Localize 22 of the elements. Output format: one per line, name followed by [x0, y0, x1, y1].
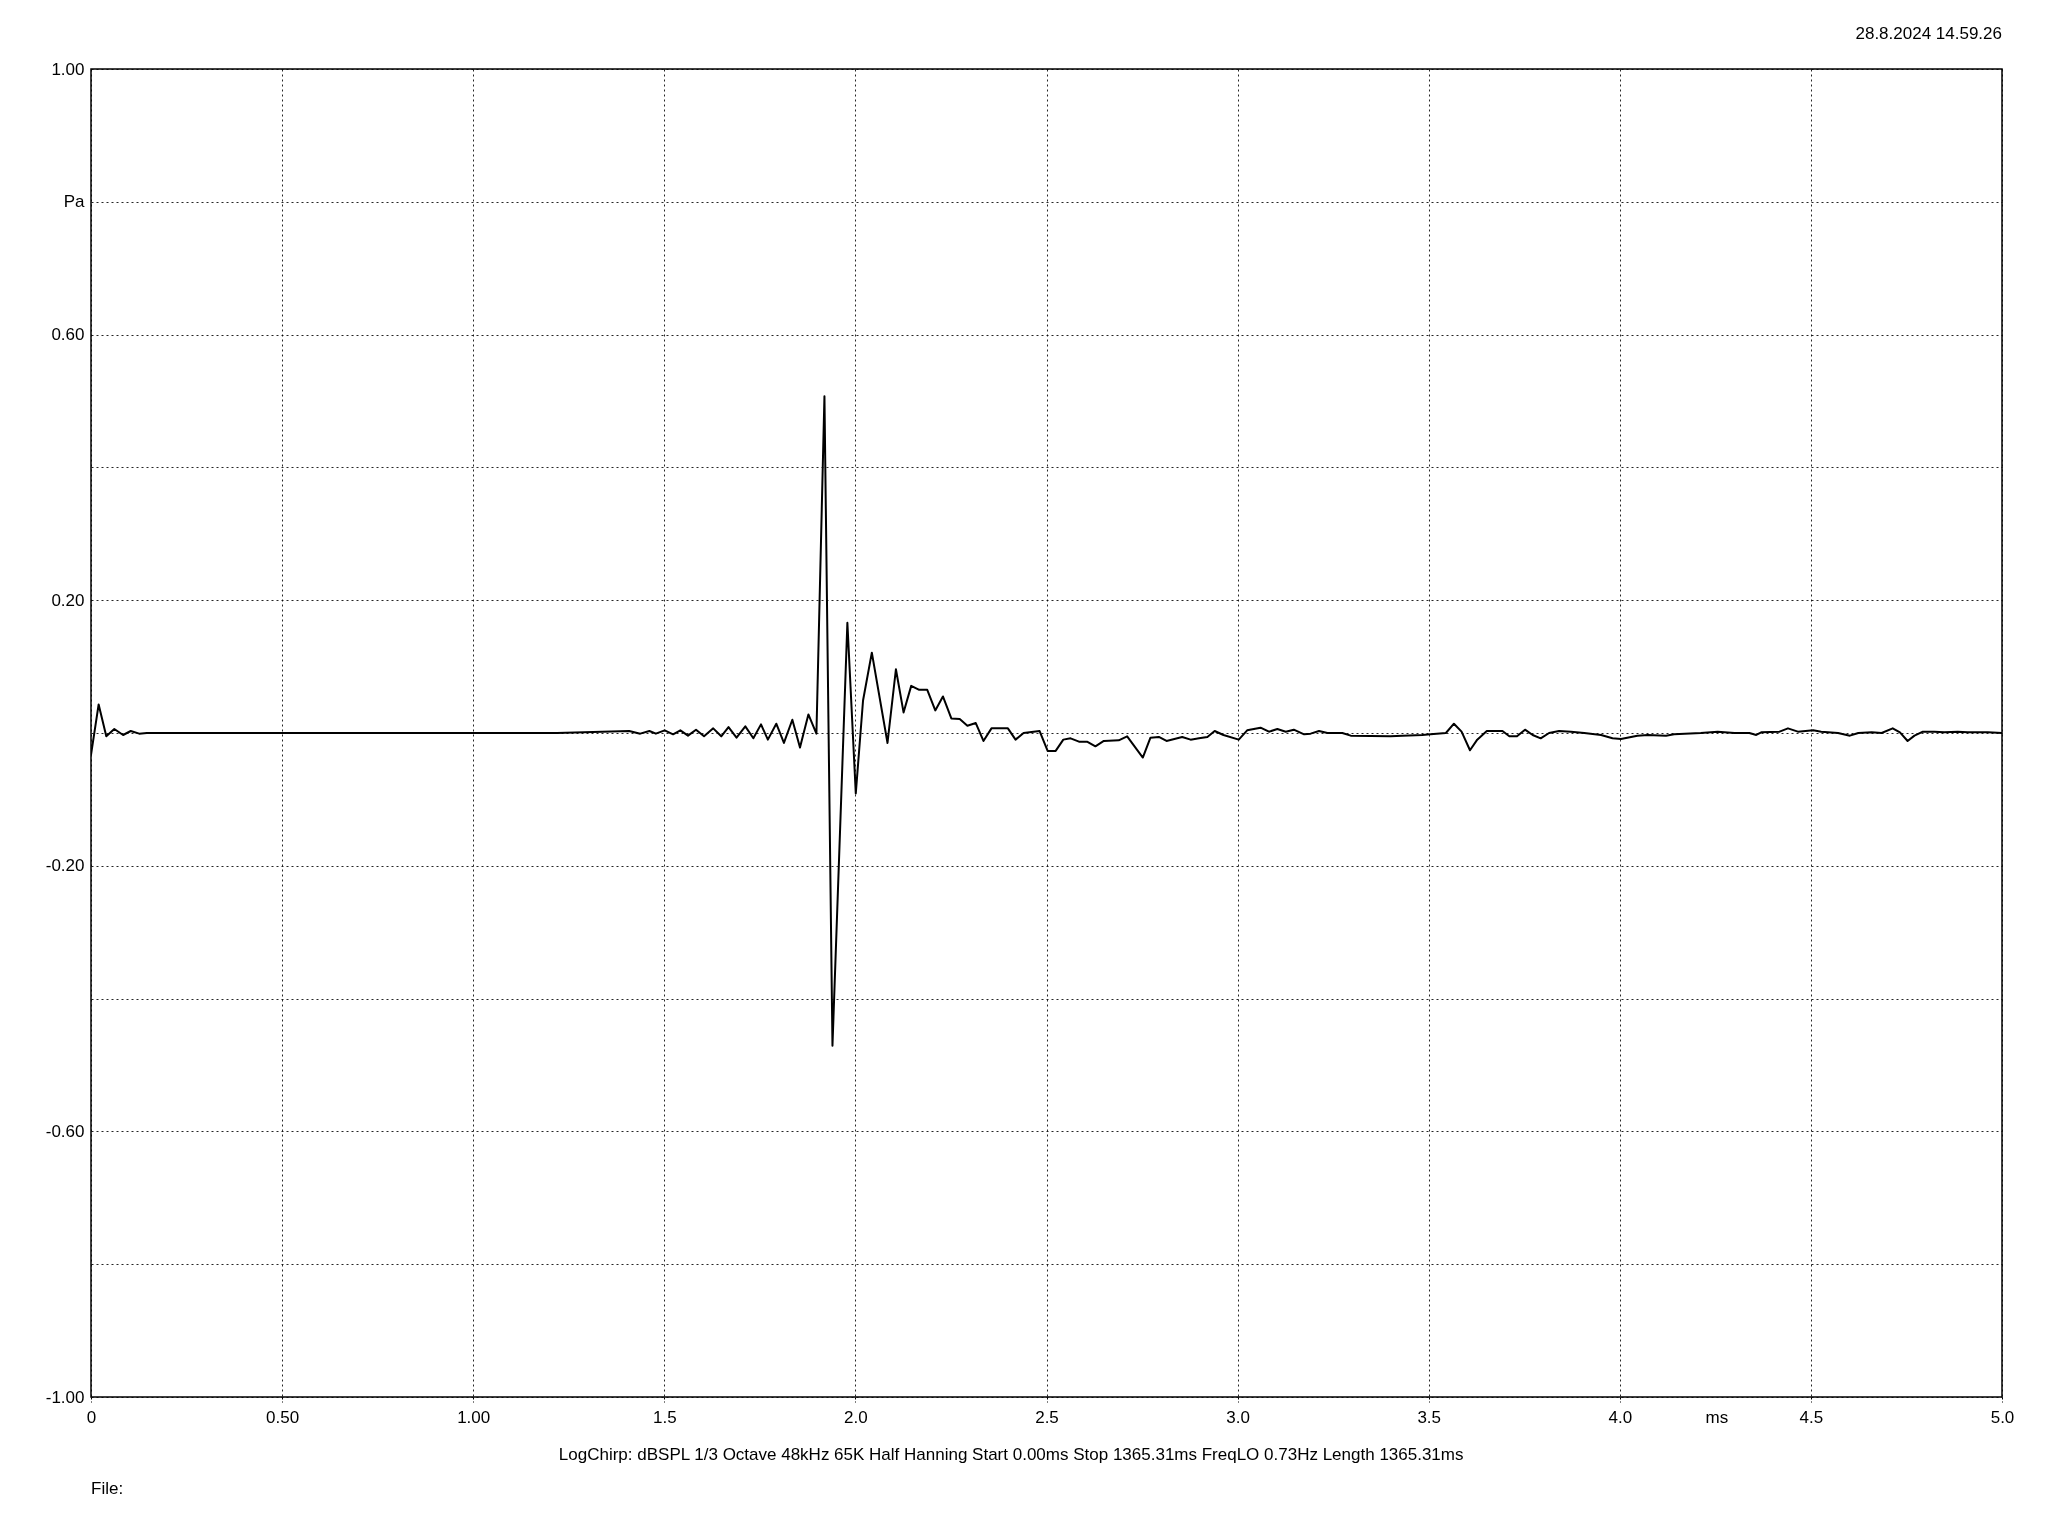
text: LogChirp: dBSPL 1/3 Octave 48kHz 65K Half Hanning Start 0.00ms Stop 1365.31ms FreqLO 0.73Hz Length 1365.31ms — [558, 1445, 1464, 1464]
x-tick-label: 2.5 — [1035, 1407, 1059, 1427]
x-axis-title: ms — [1705, 1407, 1729, 1427]
x-tick-label: 5.0 — [1990, 1407, 2015, 1427]
text: 28.8.2024 14.59.26 — [1855, 24, 2002, 43]
x-tick-label: 1.5 — [652, 1407, 677, 1427]
y-tick-label: 0.60 — [51, 325, 85, 345]
y-tick-label: 0.20 — [51, 590, 85, 610]
x-tick-label: 1.00 — [457, 1407, 491, 1427]
y-tick-label: -1.00 — [45, 1387, 85, 1407]
text: File: — [91, 1479, 124, 1498]
x-tick-label: 0 — [86, 1407, 97, 1427]
y-tick-label: -0.20 — [45, 856, 85, 876]
x-tick-label: 0.50 — [266, 1407, 300, 1427]
x-tick-label: 4.5 — [1799, 1407, 1824, 1427]
y-tick-label: -0.60 — [45, 1121, 85, 1141]
x-tick-label: 3.0 — [1226, 1407, 1250, 1427]
x-tick-label: 3.5 — [1417, 1407, 1442, 1427]
x-tick-label: 2.0 — [844, 1407, 868, 1427]
y-tick-label: 1.00 — [51, 59, 85, 79]
y-axis-title: Pa — [63, 192, 86, 212]
x-tick-label: 4.0 — [1608, 1407, 1633, 1427]
